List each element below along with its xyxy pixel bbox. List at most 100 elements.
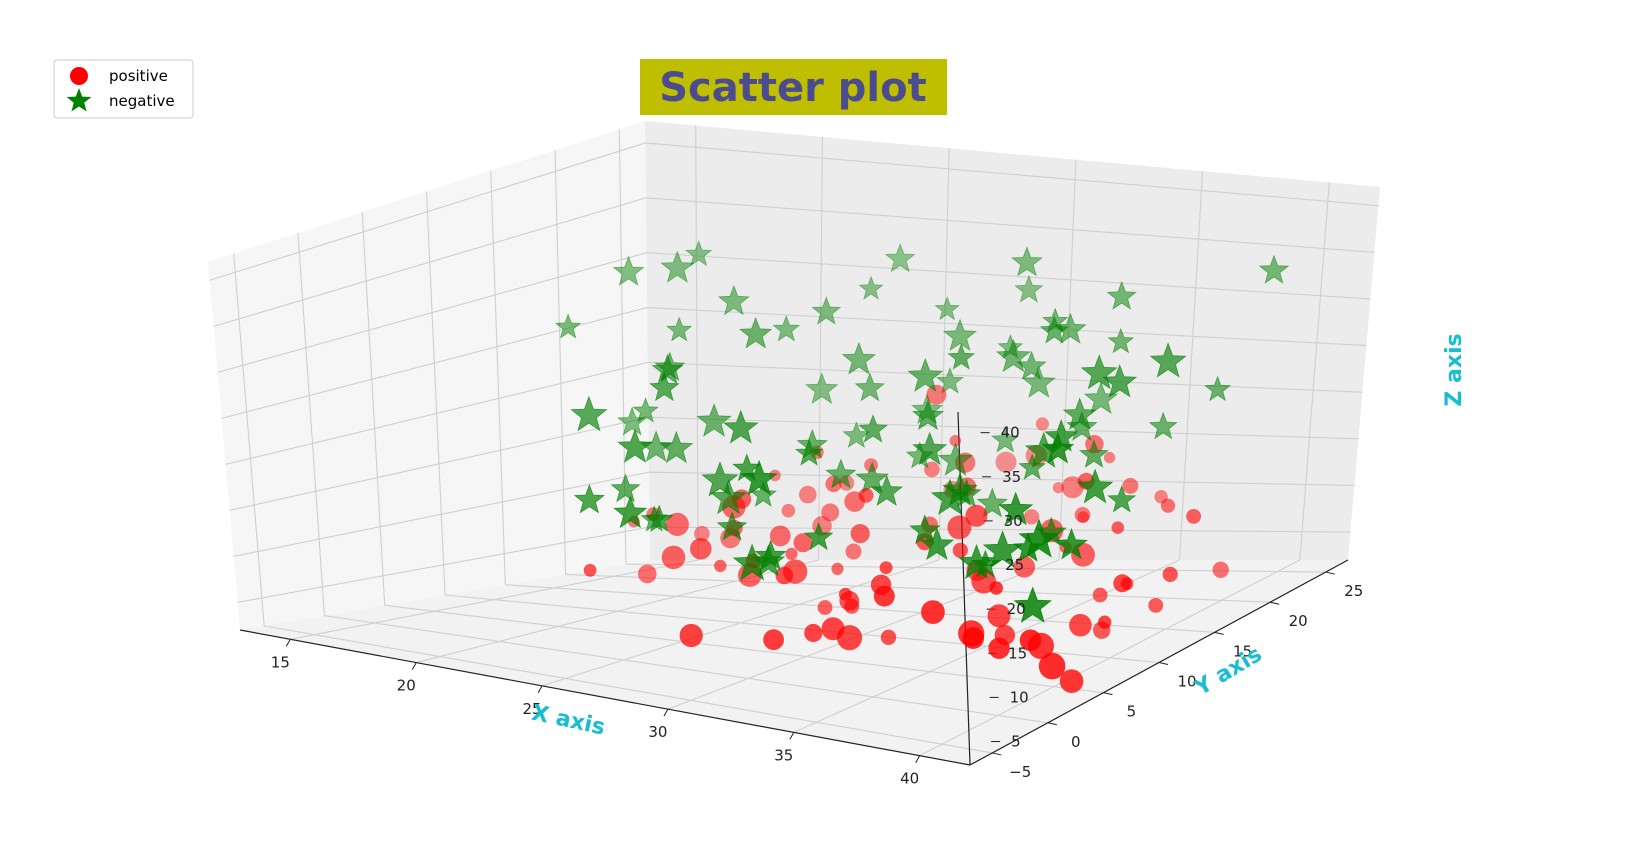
x-tick-label: 20: [397, 677, 416, 695]
grid-line-z: [645, 142, 1379, 207]
grid-line-z: [209, 142, 646, 281]
point-positive: [799, 485, 817, 504]
point-positive: [1038, 652, 1066, 680]
z-tick-label: 30: [1004, 512, 1023, 530]
point-positive: [775, 566, 794, 585]
x-axis-line: [239, 629, 971, 766]
point-negative: [805, 372, 839, 405]
point-positive: [1077, 511, 1090, 523]
point-positive: [921, 600, 945, 624]
grid-line-z: [225, 361, 648, 465]
point-negative: [754, 539, 787, 571]
point-negative: [1018, 453, 1047, 480]
y-tick-label: 25: [1344, 582, 1363, 600]
point-negative: [660, 250, 695, 283]
point-negative: [854, 372, 886, 402]
point-negative: [1065, 410, 1098, 441]
x-tick: [285, 639, 291, 647]
point-positive: [1162, 566, 1178, 583]
y-tick-label: −5: [1009, 763, 1031, 781]
point-negative: [1076, 468, 1114, 504]
y-tick: [1047, 722, 1057, 726]
point-negative: [570, 395, 608, 432]
z-tick-label: 15: [1008, 644, 1027, 662]
grid-line-y: [490, 170, 506, 585]
point-positive: [850, 524, 870, 544]
y-tick-label: 5: [1127, 703, 1137, 721]
point-negative: [1107, 327, 1135, 354]
point-negative: [841, 341, 877, 375]
y-tick: [1214, 631, 1224, 635]
point-negative: [870, 474, 904, 507]
point-negative: [919, 527, 955, 561]
point-negative: [855, 461, 890, 494]
grid-line-z: [649, 526, 1351, 533]
point-negative: [1055, 527, 1088, 560]
point-negative: [610, 473, 641, 503]
grid-line-y: [324, 615, 1048, 724]
grid-line-x: [817, 136, 823, 561]
grid-line-z: [645, 197, 1375, 253]
grid-lines: [209, 125, 1379, 757]
point-negative: [995, 338, 1031, 373]
point-positive: [1069, 613, 1092, 637]
point-negative: [716, 511, 748, 541]
grid-line-y: [425, 191, 446, 596]
point-negative: [772, 314, 801, 342]
tick-labels: 15 20 25 30 35 40 −5 0 5 10 15 20 25 5 10 15 20 25 30 35 40: [271, 424, 1364, 788]
legend: positive negative: [53, 59, 194, 119]
point-positive: [1074, 507, 1091, 523]
point-negative: [613, 495, 648, 529]
point-positive: [793, 533, 813, 553]
point-negative: [696, 403, 732, 437]
point-positive: [858, 488, 874, 503]
y-tick: [1103, 692, 1113, 696]
point-positive: [821, 503, 840, 522]
z-tick-label: 5: [1011, 733, 1021, 751]
point-negative: [740, 459, 778, 496]
point-positive: [1059, 669, 1084, 693]
y-axis-label: Y axis: [1190, 642, 1267, 702]
grid-line-x: [695, 125, 699, 561]
grid-line-y: [233, 253, 265, 626]
y-tick: [1325, 571, 1335, 575]
point-positive: [1148, 598, 1164, 613]
point-positive: [821, 617, 845, 641]
data-marks: [554, 240, 1290, 693]
y-tick-label: 10: [1177, 673, 1196, 691]
point-negative: [811, 296, 842, 325]
point-negative: [1062, 397, 1097, 430]
point-negative: [884, 242, 916, 273]
grid-line-y: [384, 604, 1104, 694]
point-positive: [873, 585, 895, 607]
grid-line-x: [1178, 171, 1204, 561]
point-negative: [976, 487, 1008, 518]
point-positive: [665, 512, 689, 537]
point-negative: [1010, 245, 1043, 277]
x-tick: [789, 732, 795, 740]
legend-label-negative: negative: [109, 92, 175, 110]
point-positive: [1092, 587, 1108, 603]
grid-line-z: [237, 526, 650, 603]
x-tick-label: 15: [271, 653, 290, 671]
point-positive: [1103, 451, 1116, 464]
point-positive: [845, 543, 862, 560]
back-pane: [645, 121, 1380, 560]
point-negative: [907, 357, 944, 393]
point-positive: [804, 623, 823, 643]
point-positive: [769, 525, 791, 547]
point-positive: [690, 538, 712, 560]
grid-line-z: [646, 252, 1371, 300]
x-tick-label: 40: [900, 770, 919, 788]
point-negative: [651, 353, 684, 385]
z-tick-label: 20: [1007, 600, 1026, 618]
left-pane: [208, 121, 650, 630]
grid-line-z: [217, 252, 647, 373]
grid-line-y: [554, 150, 567, 575]
axis-panes: [208, 121, 1380, 765]
floor-pane: [240, 560, 1348, 765]
point-positive: [962, 627, 985, 649]
y-tick: [1158, 662, 1169, 665]
point-positive: [817, 600, 833, 615]
x-tick-label: 30: [648, 723, 667, 741]
